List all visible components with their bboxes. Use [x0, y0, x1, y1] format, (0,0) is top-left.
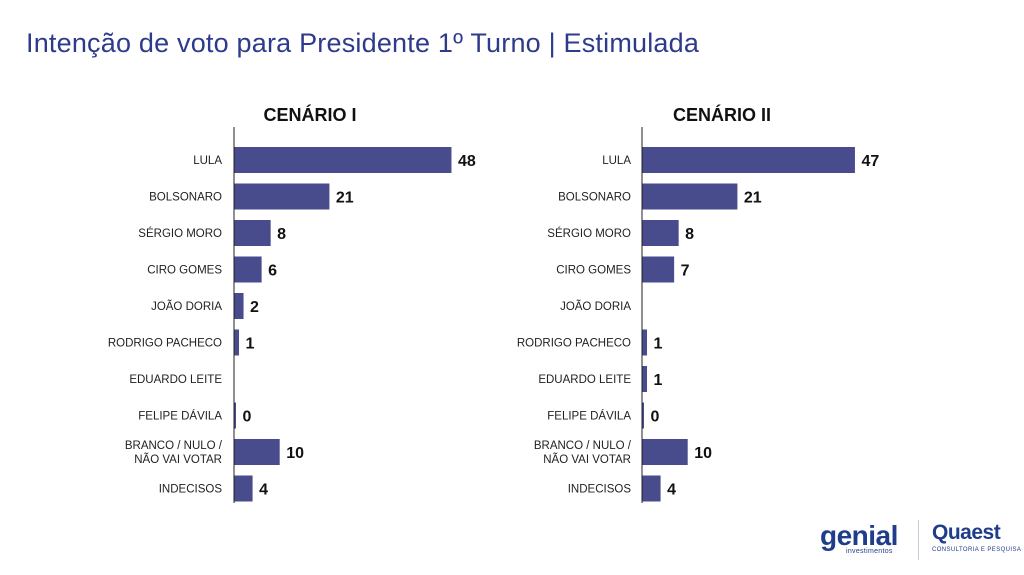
category-label: INDECISOS	[568, 484, 632, 496]
category-label: EDUARDO LEITE	[129, 374, 222, 386]
category-label: SÉRGIO MORO	[547, 227, 631, 240]
bar	[234, 147, 452, 173]
bar	[642, 402, 644, 429]
category-label: EDUARDO LEITE	[538, 374, 631, 386]
category-label: FELIPE DÁVILA	[547, 410, 631, 423]
chart-title: CENÁRIO I	[263, 104, 356, 125]
category-label: BOLSONARO	[149, 192, 222, 204]
data-label: 10	[694, 445, 712, 462]
data-label: 21	[336, 190, 354, 207]
genial-logo-name: genial	[820, 520, 898, 551]
quaest-logo-name: Quaest	[932, 521, 1001, 544]
category-label: JOÃO DORIA	[560, 300, 631, 313]
bar	[234, 402, 236, 429]
data-label: 1	[654, 372, 663, 389]
data-label: 0	[243, 409, 252, 426]
bar	[642, 147, 855, 173]
data-label: 1	[654, 336, 663, 353]
bar	[642, 329, 648, 356]
genial-logo-tagline: investimentos	[846, 548, 893, 555]
data-label: 7	[681, 263, 690, 280]
page-title: Intenção de voto para Presidente 1º Turn…	[26, 28, 700, 58]
bar	[642, 366, 648, 392]
category-label: RODRIGO PACHECO	[108, 338, 222, 350]
category-label: BRANCO / NULO / NÃO VAI VOTAR	[534, 440, 632, 466]
category-label: RODRIGO PACHECO	[517, 338, 631, 350]
data-label: 2	[250, 299, 259, 316]
data-label: 10	[286, 445, 304, 462]
bar	[642, 220, 679, 246]
category-label: CIRO GOMES	[147, 265, 222, 277]
bar	[234, 220, 271, 246]
data-label: 4	[259, 482, 268, 499]
bar	[642, 439, 688, 465]
bar	[642, 183, 738, 210]
category-label: BRANCO / NULO / NÃO VAI VOTAR	[125, 440, 223, 466]
bar	[642, 256, 675, 283]
data-label: 47	[861, 153, 879, 170]
bar	[642, 475, 661, 502]
chart-title: CENÁRIO II	[673, 104, 771, 125]
bar	[234, 439, 280, 465]
data-label: 8	[685, 226, 694, 243]
category-label: LULA	[602, 155, 631, 167]
data-label: 6	[268, 263, 277, 280]
bar	[234, 293, 244, 319]
data-label: 0	[651, 409, 660, 426]
quaest-logo-tagline: CONSULTORIA E PESQUISA	[932, 547, 1022, 553]
data-label: 4	[667, 482, 676, 499]
logos: genial investimentos Quaest CONSULTORIA …	[814, 518, 1021, 563]
bar	[234, 475, 253, 502]
data-label: 8	[277, 226, 286, 243]
category-label: INDECISOS	[159, 484, 223, 496]
bar	[234, 329, 240, 356]
category-label: BOLSONARO	[558, 192, 631, 204]
category-label: CIRO GOMES	[556, 265, 631, 277]
data-label: 21	[744, 190, 762, 207]
category-label: SÉRGIO MORO	[138, 227, 222, 240]
category-label: FELIPE DÁVILA	[138, 410, 222, 423]
category-label: LULA	[193, 155, 222, 167]
data-label: 48	[458, 153, 476, 170]
logo-divider	[918, 520, 919, 560]
bar	[234, 256, 262, 283]
bar	[234, 183, 330, 210]
data-label: 1	[246, 336, 255, 353]
category-label: JOÃO DORIA	[151, 300, 222, 313]
